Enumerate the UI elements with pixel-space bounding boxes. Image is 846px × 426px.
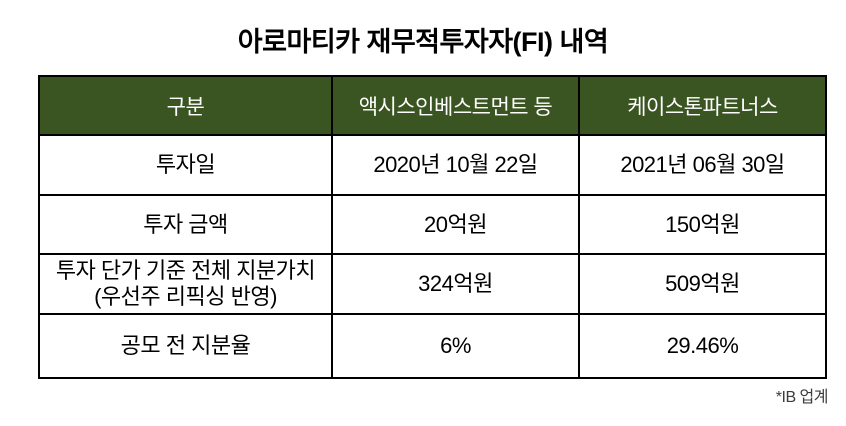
table-header-row: 구분 액시스인베스트먼트 등 케이스톤파트너스 [38,75,827,136]
table-row-pre-ipo-stake: 공모 전 지분율 6% 29.46% [38,313,827,379]
fi-investors-table: 구분 액시스인베스트먼트 등 케이스톤파트너스 투자일 2020년 10월 22… [38,75,827,379]
cell-investment-date-axis: 2020년 10월 22일 [331,134,580,196]
table-row-equity-value: 투자 단가 기준 전체 지분가치 (우선주 리픽싱 반영) 324억원 509억… [38,253,827,315]
table-row-investment-date: 투자일 2020년 10월 22일 2021년 06월 30일 [38,134,827,196]
cell-investment-amount-kstone: 150억원 [578,194,827,255]
row-label-equity-value: 투자 단가 기준 전체 지분가치 (우선주 리픽싱 반영) [38,253,333,315]
page-title: 아로마티카 재무적투자자(FI) 내역 [237,27,609,57]
header-cell-kstone-partners: 케이스톤파트너스 [578,75,827,136]
header-cell-axis-investment: 액시스인베스트먼트 등 [331,75,580,136]
cell-investment-amount-axis: 20억원 [331,194,580,255]
source-footnote: *IB 업계 [775,389,829,406]
cell-pre-ipo-stake-kstone: 29.46% [578,313,827,379]
row-label-investment-amount: 투자 금액 [38,194,333,255]
header-cell-category: 구분 [38,75,333,136]
row-label-investment-date: 투자일 [38,134,333,196]
cell-equity-value-axis: 324억원 [331,253,580,315]
row-label-pre-ipo-stake: 공모 전 지분율 [38,313,333,379]
table-row-investment-amount: 투자 금액 20억원 150억원 [38,194,827,255]
cell-pre-ipo-stake-axis: 6% [331,313,580,379]
cell-investment-date-kstone: 2021년 06월 30일 [578,134,827,196]
cell-equity-value-kstone: 509억원 [578,253,827,315]
